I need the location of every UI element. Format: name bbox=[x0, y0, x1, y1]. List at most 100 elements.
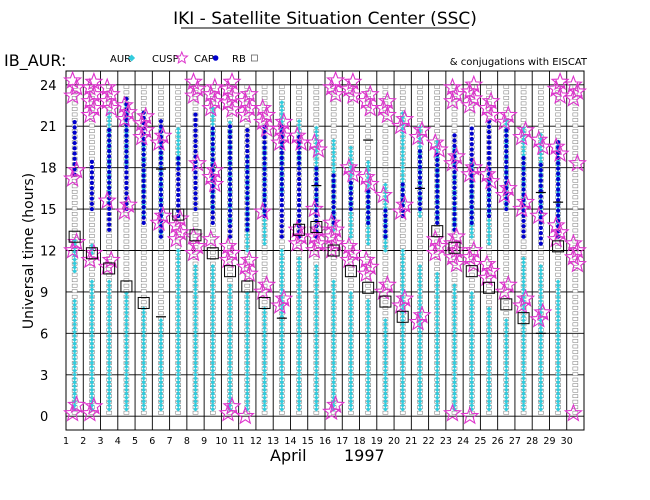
rb-marker bbox=[434, 129, 440, 133]
aur-marker bbox=[417, 333, 423, 339]
aur-marker bbox=[521, 372, 526, 377]
aur-marker bbox=[521, 395, 526, 400]
cap-marker bbox=[124, 154, 129, 159]
aur-marker bbox=[141, 403, 146, 408]
cusp-marker bbox=[481, 91, 501, 110]
rb-marker bbox=[451, 129, 458, 133]
rb-marker bbox=[89, 223, 95, 227]
rb-marker bbox=[348, 96, 354, 100]
aur-marker bbox=[469, 395, 475, 400]
cap-marker bbox=[452, 138, 457, 143]
aur-marker bbox=[279, 399, 285, 404]
cap-marker bbox=[89, 196, 94, 201]
aur-marker bbox=[417, 283, 423, 288]
cap-marker bbox=[245, 169, 250, 175]
cap-marker bbox=[521, 229, 526, 234]
aur-marker bbox=[193, 348, 198, 354]
aur-marker bbox=[331, 314, 336, 319]
aur-marker bbox=[348, 341, 354, 346]
rb-marker bbox=[503, 272, 510, 277]
rb-marker bbox=[520, 250, 527, 255]
rb-marker bbox=[279, 96, 285, 100]
aur-marker bbox=[452, 399, 457, 404]
aur-marker bbox=[555, 399, 561, 404]
aur-marker bbox=[141, 406, 146, 412]
aur-marker bbox=[279, 279, 285, 285]
aur-marker bbox=[158, 337, 164, 342]
aur-marker bbox=[504, 368, 509, 373]
rb-marker bbox=[555, 101, 561, 106]
rb-marker bbox=[89, 145, 95, 150]
aur-marker bbox=[452, 325, 457, 331]
cap-marker bbox=[366, 210, 371, 215]
rb-marker bbox=[503, 217, 510, 222]
eiscat-box bbox=[327, 244, 340, 257]
aur-marker bbox=[296, 263, 302, 269]
aur-marker bbox=[210, 310, 216, 315]
aur-marker bbox=[521, 368, 526, 373]
cap-marker bbox=[538, 204, 543, 209]
aur-marker bbox=[227, 341, 233, 346]
cap-marker bbox=[107, 227, 112, 232]
rb-marker bbox=[399, 107, 406, 111]
cusp-marker bbox=[63, 70, 83, 89]
cusp-marker bbox=[257, 105, 277, 124]
rb-marker bbox=[123, 250, 130, 255]
rb-marker bbox=[382, 129, 389, 133]
aur-marker bbox=[279, 348, 285, 354]
cap-marker bbox=[279, 213, 284, 218]
cap-marker bbox=[331, 184, 336, 189]
aur-marker bbox=[245, 333, 250, 339]
aur-marker bbox=[400, 271, 405, 277]
rb-marker bbox=[175, 112, 181, 117]
aur-marker bbox=[279, 267, 285, 273]
rb-marker bbox=[175, 90, 181, 95]
aur-marker bbox=[72, 314, 77, 319]
rb-marker bbox=[192, 410, 199, 415]
rb-marker bbox=[382, 156, 389, 161]
aur-marker bbox=[555, 279, 561, 285]
aur-marker bbox=[469, 298, 475, 304]
aur-marker bbox=[245, 244, 250, 249]
cap-marker bbox=[452, 143, 457, 148]
aur-marker bbox=[365, 160, 371, 165]
aur-marker bbox=[452, 302, 457, 308]
aur-marker bbox=[538, 337, 544, 342]
rb-marker bbox=[330, 118, 337, 122]
cusp-marker bbox=[218, 236, 238, 255]
cap-marker bbox=[107, 175, 112, 180]
aur-marker bbox=[141, 352, 146, 358]
cusp-marker bbox=[360, 84, 380, 103]
aur-marker bbox=[158, 341, 164, 346]
aur-marker bbox=[400, 252, 405, 257]
rb-marker bbox=[296, 250, 302, 255]
aur-marker bbox=[210, 337, 216, 342]
aur-marker bbox=[331, 329, 336, 335]
aur-marker bbox=[279, 248, 285, 254]
cusp-marker bbox=[477, 164, 497, 183]
aur-marker bbox=[296, 372, 302, 377]
aur-marker bbox=[314, 310, 319, 315]
aur-marker bbox=[175, 368, 181, 373]
aur-marker bbox=[555, 383, 561, 389]
rb-marker bbox=[417, 107, 423, 111]
aur-marker bbox=[331, 348, 336, 354]
aur-marker bbox=[158, 387, 164, 393]
aur-marker bbox=[331, 283, 336, 288]
aur-marker bbox=[434, 391, 440, 397]
rb-marker bbox=[572, 173, 579, 178]
aur-marker bbox=[469, 383, 475, 389]
aur-marker bbox=[314, 179, 319, 185]
cusp-marker bbox=[464, 157, 484, 176]
aur-marker bbox=[331, 333, 336, 339]
rb-marker bbox=[158, 239, 164, 244]
aur-marker bbox=[434, 399, 440, 404]
aur-marker bbox=[158, 348, 164, 354]
rb-marker bbox=[572, 223, 579, 227]
rb-marker bbox=[417, 217, 423, 222]
aur-marker bbox=[365, 237, 371, 243]
aur-marker bbox=[555, 341, 561, 346]
cap-marker bbox=[210, 157, 215, 163]
aur-marker bbox=[486, 372, 492, 377]
aur-marker bbox=[227, 345, 233, 350]
